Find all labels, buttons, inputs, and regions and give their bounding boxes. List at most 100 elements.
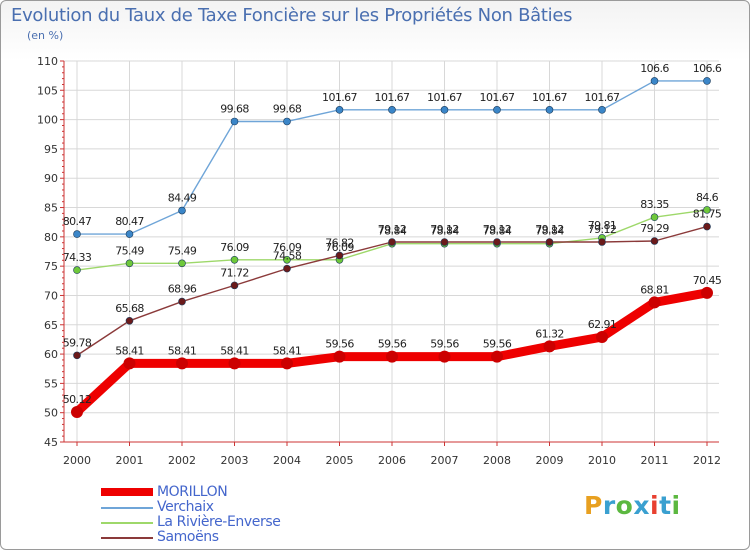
y-tick-label: 100 (37, 114, 58, 127)
x-tick-label: 2011 (641, 454, 669, 467)
data-point-samoens (125, 316, 134, 325)
data-point-verchaix (178, 206, 186, 215)
y-tick-label: 75 (44, 260, 58, 273)
y-tick-label: 65 (44, 319, 58, 332)
data-point-verchaix (440, 106, 449, 114)
logo-letter: P (584, 491, 603, 520)
data-label-la-riviere-enverse: 78.84 (535, 225, 564, 238)
logo-letter: i (650, 491, 660, 520)
data-label-morillon: 50.12 (63, 393, 92, 406)
data-label-verchaix: 101.67 (532, 91, 567, 104)
data-point-morillon (701, 286, 713, 299)
legend-label-samoens: Samoëns (157, 529, 219, 545)
data-label-samoens: 65.68 (115, 302, 144, 315)
x-tick-label: 2007 (431, 454, 459, 467)
data-label-samoens: 79.12 (378, 223, 407, 236)
data-label-la-riviere-enverse: 79.81 (588, 219, 617, 232)
logo-letter: x (633, 491, 650, 520)
data-point-la-riviere-enverse (283, 255, 291, 264)
y-tick-label: 50 (44, 407, 58, 420)
data-label-morillon: 58.41 (115, 344, 144, 357)
data-label-la-riviere-enverse: 76.09 (325, 241, 354, 254)
logo-letter: i (671, 491, 681, 520)
legend-swatch-samoens (101, 537, 153, 539)
data-point-morillon (228, 357, 241, 370)
x-tick-label: 2006 (378, 454, 406, 467)
y-tick-label: 90 (44, 172, 58, 185)
y-tick-label: 70 (44, 289, 58, 302)
x-tick-label: 2010 (588, 454, 616, 467)
data-point-samoens (73, 351, 81, 360)
data-label-morillon: 62.91 (588, 318, 617, 331)
x-axis-ticks: 2000 2001 2002 2003 2004 2005 2006 2007 2008 2009… (63, 442, 721, 467)
y-tick-label: 110 (37, 55, 58, 68)
data-point-samoens (650, 237, 659, 245)
data-point-la-riviere-enverse (73, 266, 81, 274)
data-point-verchaix (703, 77, 711, 85)
y-tick-label: 45 (44, 436, 58, 449)
x-tick-label: 2001 (116, 454, 144, 467)
data-point-la-riviere-enverse (703, 206, 711, 214)
data-label-la-riviere-enverse: 75.49 (115, 244, 144, 257)
legend-label-verchaix: Verchaix (157, 499, 214, 515)
legend-swatch-la-riviere-enverse (101, 522, 153, 524)
x-tick-label: 2004 (273, 454, 301, 467)
data-point-morillon (123, 357, 136, 370)
series-lines (71, 77, 713, 418)
data-label-samoens: 59.78 (63, 336, 92, 349)
data-label-verchaix: 106.6 (693, 62, 722, 75)
data-label-morillon: 70.45 (693, 274, 722, 287)
data-label-la-riviere-enverse: 78.84 (378, 225, 407, 238)
data-point-verchaix (230, 117, 239, 126)
data-label-verchaix: 84.49 (168, 192, 197, 205)
data-point-verchaix (73, 230, 81, 238)
y-tick-label: 60 (44, 348, 58, 361)
x-tick-label: 2002 (168, 454, 196, 467)
data-point-verchaix (388, 106, 396, 114)
data-point-verchaix (335, 106, 344, 114)
data-label-verchaix: 80.47 (63, 215, 92, 228)
data-label-verchaix: 101.67 (585, 91, 620, 104)
y-tick-label: 80 (44, 231, 58, 244)
data-label-samoens: 68.96 (168, 283, 197, 296)
grid (63, 60, 719, 443)
proxiti-logo: Proxiti (584, 491, 681, 520)
data-point-morillon (176, 357, 188, 370)
data-label-la-riviere-enverse: 75.49 (168, 244, 197, 257)
data-point-morillon (596, 331, 608, 344)
data-point-samoens (230, 281, 239, 290)
y-tick-label: 105 (37, 84, 58, 97)
data-point-morillon (71, 405, 83, 418)
x-tick-label: 2009 (536, 454, 564, 467)
data-label-la-riviere-enverse: 78.84 (430, 225, 459, 238)
data-point-morillon (491, 350, 503, 363)
data-label-samoens: 81.75 (693, 208, 722, 221)
data-point-samoens (283, 264, 291, 273)
data-point-samoens (335, 251, 344, 260)
data-point-la-riviere-enverse (178, 259, 186, 268)
legend-swatch-verchaix (101, 507, 153, 509)
data-label-verchaix: 99.68 (273, 102, 302, 115)
data-label-samoens: 79.12 (430, 223, 459, 236)
data-point-verchaix (650, 77, 659, 85)
data-label-la-riviere-enverse: 83.35 (640, 198, 669, 211)
data-point-verchaix (283, 117, 291, 126)
data-label-samoens: 79.12 (535, 223, 564, 236)
y-axis-ticks: 45 50 55 60 65 70 75 80 85 90 95 100 105 110 (37, 55, 64, 449)
data-point-morillon (386, 350, 398, 363)
y-tick-label: 85 (44, 202, 58, 215)
data-label-morillon: 59.56 (378, 338, 407, 351)
data-label-verchaix: 80.47 (115, 215, 144, 228)
logo-letter: o (615, 491, 634, 520)
data-point-la-riviere-enverse (650, 213, 659, 222)
logo-letter: r (602, 491, 616, 520)
data-point-morillon (438, 350, 451, 363)
data-label-verchaix: 106.6 (640, 62, 669, 75)
data-label-samoens: 74.58 (273, 250, 302, 263)
data-point-samoens (493, 238, 501, 246)
data-point-verchaix (545, 106, 554, 114)
legend-label-morillon: MORILLON (157, 484, 228, 500)
data-label-morillon: 58.41 (220, 344, 249, 357)
data-label-verchaix: 101.67 (322, 91, 357, 104)
